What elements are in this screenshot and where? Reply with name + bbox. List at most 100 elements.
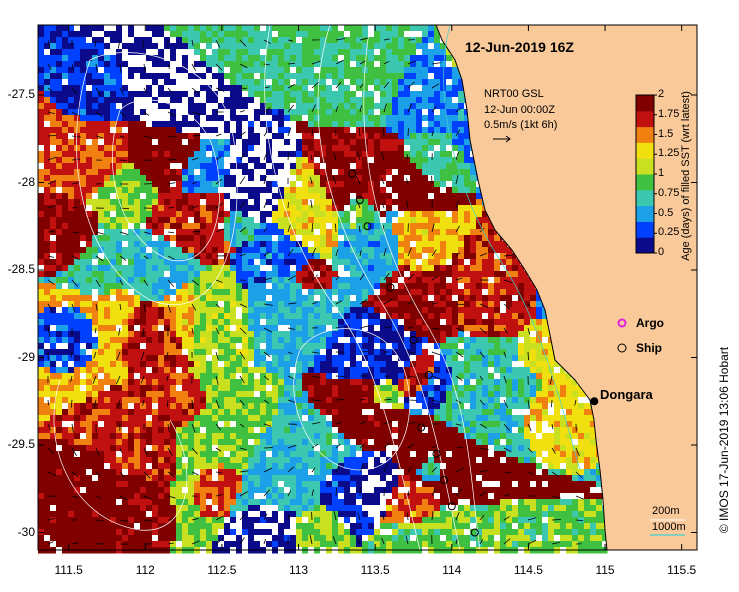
field-cell <box>356 355 363 362</box>
field-cell <box>140 391 147 398</box>
field-cell <box>506 301 513 308</box>
field-cell <box>158 97 165 104</box>
field-cell <box>206 145 213 152</box>
field-cell <box>446 295 453 302</box>
field-cell <box>86 259 93 266</box>
field-cell <box>434 241 441 248</box>
field-cell <box>140 355 147 362</box>
field-cell <box>374 289 381 296</box>
field-cell <box>446 367 453 374</box>
field-cell <box>92 193 99 200</box>
field-cell <box>410 115 417 122</box>
field-cell <box>92 163 99 170</box>
field-cell <box>110 241 117 248</box>
field-cell <box>536 295 541 302</box>
field-cell <box>338 145 345 152</box>
field-cell <box>38 253 45 260</box>
field-cell <box>74 277 81 284</box>
field-cell <box>170 319 177 326</box>
field-cell <box>320 259 327 266</box>
field-cell <box>374 337 381 344</box>
field-cell <box>38 199 45 206</box>
field-cell <box>398 259 405 266</box>
field-cell <box>296 109 303 116</box>
field-cell <box>164 367 171 374</box>
field-cell <box>422 199 429 206</box>
field-cell <box>104 211 111 218</box>
field-cell <box>290 313 297 320</box>
field-cell <box>356 31 363 38</box>
field-cell <box>176 61 183 68</box>
field-cell <box>350 145 357 152</box>
field-cell <box>386 223 393 230</box>
field-cell <box>356 139 363 146</box>
field-cell <box>50 271 57 278</box>
field-cell <box>176 385 183 392</box>
field-cell <box>194 145 201 152</box>
field-cell <box>260 115 267 122</box>
field-cell <box>278 379 285 386</box>
field-cell <box>320 403 327 410</box>
field-cell <box>380 265 387 272</box>
field-cell <box>146 385 153 392</box>
field-cell <box>104 397 111 404</box>
field-cell <box>458 349 465 356</box>
field-cell <box>356 379 363 386</box>
field-cell <box>338 133 345 140</box>
field-cell <box>314 349 321 356</box>
field-cell <box>110 163 117 170</box>
field-cell <box>278 115 285 122</box>
field-cell <box>302 139 309 146</box>
field-cell <box>290 289 297 296</box>
field-cell <box>80 229 87 236</box>
field-cell <box>482 235 489 242</box>
field-cell <box>74 127 81 134</box>
field-cell <box>164 97 171 104</box>
field-cell <box>248 37 255 44</box>
field-cell <box>344 91 351 98</box>
field-cell <box>314 163 321 170</box>
field-cell <box>134 391 141 398</box>
field-cell <box>164 55 171 62</box>
field-cell <box>296 385 303 392</box>
field-cell <box>170 85 177 92</box>
field-cell <box>362 145 369 152</box>
field-cell <box>566 391 573 398</box>
field-cell <box>146 241 153 248</box>
field-cell <box>284 169 291 176</box>
field-cell <box>38 397 45 404</box>
field-cell <box>56 235 63 242</box>
field-cell <box>374 127 381 134</box>
field-cell <box>62 373 69 380</box>
field-cell <box>344 349 351 356</box>
field-cell <box>170 49 177 56</box>
field-cell <box>488 223 494 230</box>
field-cell <box>380 199 387 206</box>
field-cell <box>398 97 405 104</box>
field-cell <box>116 85 123 92</box>
field-cell <box>404 187 411 194</box>
field-cell <box>146 379 153 386</box>
field-cell <box>356 151 363 158</box>
field-cell <box>338 73 345 80</box>
field-cell <box>164 211 171 218</box>
field-cell <box>518 265 525 272</box>
field-cell <box>134 73 141 80</box>
field-cell <box>548 337 552 344</box>
field-cell <box>98 73 105 80</box>
field-cell <box>224 403 231 410</box>
field-cell <box>350 223 357 230</box>
field-cell <box>224 187 231 194</box>
field-cell <box>44 343 51 350</box>
field-cell <box>62 181 69 188</box>
field-cell <box>410 259 417 266</box>
field-cell <box>272 337 279 344</box>
field-cell <box>458 343 465 350</box>
field-cell <box>278 151 285 158</box>
field-cell <box>50 397 57 404</box>
field-cell <box>140 181 147 188</box>
field-cell <box>98 61 105 68</box>
field-cell <box>374 301 381 308</box>
field-cell <box>326 367 333 374</box>
field-cell <box>332 91 339 98</box>
